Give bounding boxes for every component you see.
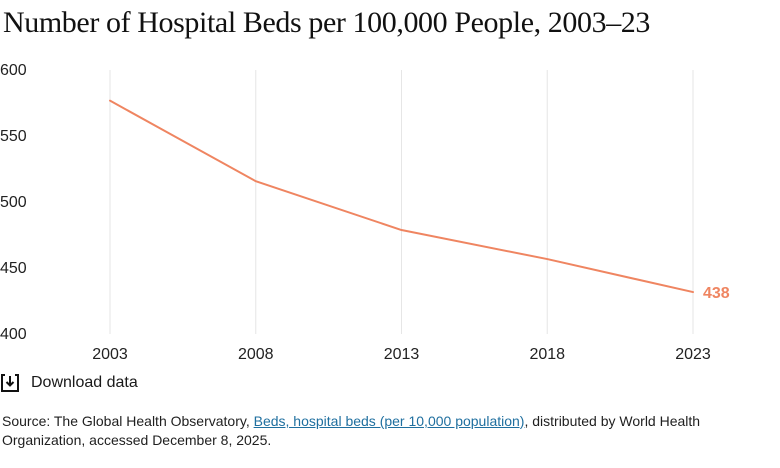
source-note: Source: The Global Health Observatory, B… bbox=[2, 412, 742, 450]
source-suffix: , distributed by World Health Organizati… bbox=[2, 413, 701, 448]
x-tick-label-2018: 2018 bbox=[529, 346, 565, 363]
y-tick-label-550: 550 bbox=[0, 128, 27, 145]
x-tick-label-2013: 2013 bbox=[384, 346, 420, 363]
source-link[interactable]: Beds, hospital beds (per 10,000 populati… bbox=[253, 413, 525, 429]
download-icon bbox=[0, 373, 20, 393]
y-tick-label-450: 450 bbox=[0, 260, 27, 277]
y-tick-label-500: 500 bbox=[0, 194, 27, 211]
download-data-button[interactable]: Download data bbox=[0, 372, 138, 394]
download-data-label: Download data bbox=[31, 374, 138, 391]
x-tick-label-2003: 2003 bbox=[92, 346, 128, 363]
y-tick-label-600: 600 bbox=[0, 62, 27, 79]
y-tick-label-400: 400 bbox=[0, 326, 27, 343]
end-value-label: 438 bbox=[703, 285, 730, 302]
line-chart: 400 450 500 550 600 2003 2008 2013 2018 2023 438 bbox=[0, 62, 730, 363]
x-tick-label-2023: 2023 bbox=[675, 346, 711, 363]
source-prefix: Source: The Global Health Observatory, bbox=[2, 413, 254, 429]
chart-title: Number of Hospital Beds per 100,000 Peop… bbox=[3, 6, 651, 39]
x-tick-label-2008: 2008 bbox=[238, 346, 274, 363]
